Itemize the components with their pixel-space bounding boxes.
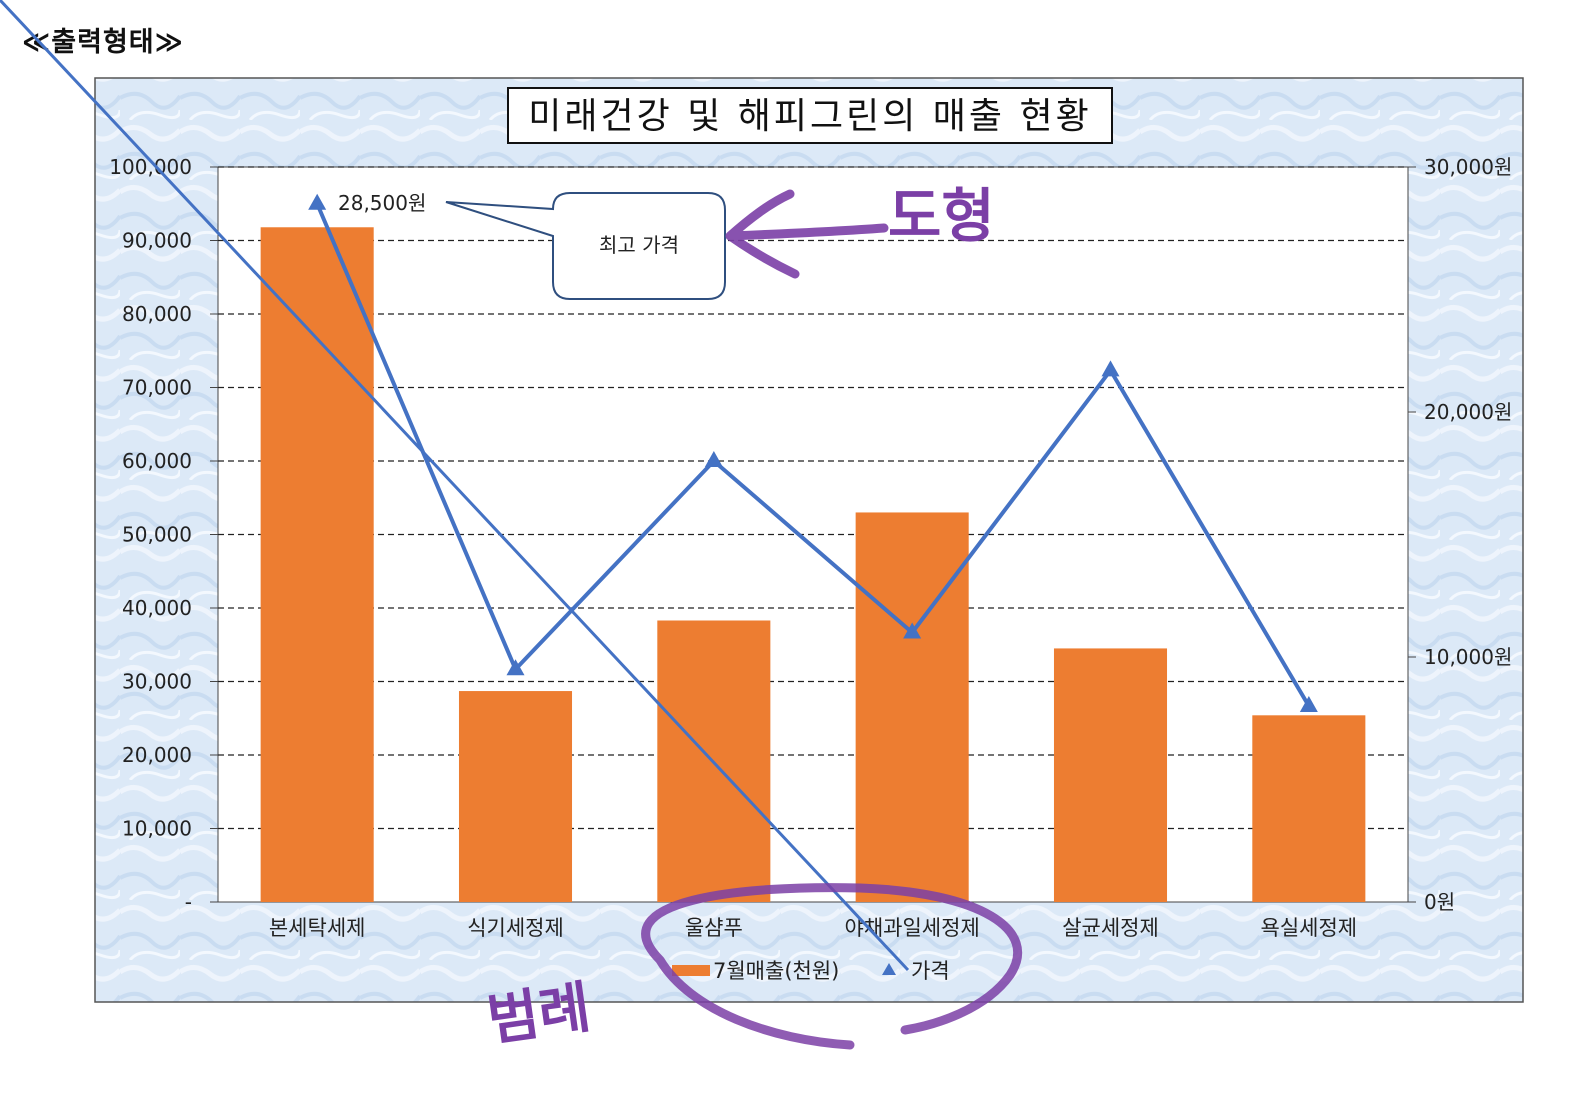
x-axis: 본세탁세제 식기세정제 울샴푸 야채과일세정제 살균세정제 욕실세정제 [269, 916, 1357, 940]
line-series [308, 193, 1318, 712]
left-tick-label: 10,000 [122, 817, 192, 841]
right-tick-label: 20,000원 [1424, 400, 1512, 424]
bar [458, 691, 573, 902]
left-tick-label: 40,000 [122, 596, 192, 620]
right-tick-label: 0원 [1424, 890, 1455, 914]
line-point [903, 622, 922, 639]
bar [855, 512, 969, 902]
right-tick-label: 30,000원 [1424, 155, 1512, 179]
legend-line-label: 가격 [911, 959, 950, 983]
callout-text: 최고 가격 [599, 233, 679, 257]
bar [1053, 648, 1168, 902]
category-label: 살균세정제 [1062, 916, 1159, 940]
legend-line-swatch [0, 0, 910, 972]
left-axis: - 10,000 20,000 30,000 40,000 50,000 60,000 70,… [109, 155, 218, 914]
hand-arrow [725, 189, 889, 279]
bar [1252, 715, 1366, 902]
category-label: 식기세정제 [467, 916, 564, 940]
price-data-label: 28,500원 [338, 191, 426, 215]
left-tick-label: 70,000 [122, 376, 192, 400]
line-point [704, 451, 723, 467]
chart-title-box [507, 87, 1113, 144]
category-label: 욕실세정제 [1261, 916, 1358, 940]
hand-legend-note: 범례 [483, 975, 594, 1054]
price-line [315, 202, 1311, 708]
chart-title: 미래건강 및 해피그린의 매출 현황 [528, 96, 1091, 137]
bar [260, 227, 374, 902]
callout-shape [445, 192, 726, 300]
line-point [1299, 696, 1318, 712]
line-point [506, 659, 525, 676]
category-label: 야채과일세정제 [845, 916, 980, 940]
hand-legend-ellipse [641, 883, 1023, 1050]
hand-shape-note: 도형 [888, 182, 995, 250]
left-tick-label: 20,000 [122, 743, 192, 767]
legend-bar-label: 7월매출(천원) [713, 959, 839, 983]
right-axis: 0원 10,000원 20,000원 30,000원 [1408, 155, 1512, 914]
left-tick-label: 30,000 [122, 670, 192, 694]
left-tick-label: 90,000 [122, 229, 192, 253]
gridlines [218, 166, 1408, 830]
line-point [308, 193, 327, 210]
legend-bar-swatch [672, 965, 710, 976]
left-tick-label: 100,000 [109, 155, 192, 179]
legend-line-marker [882, 963, 896, 975]
handwritten-annotations: 도형 범례 [483, 182, 1023, 1054]
category-label: 울샴푸 [685, 916, 743, 940]
legend: 7월매출(천원) 가격 [0, 0, 950, 983]
right-tick-label: 10,000원 [1424, 645, 1512, 669]
line-point [1101, 360, 1120, 377]
left-tick-label: 80,000 [122, 302, 192, 326]
left-tick-label: - [185, 890, 192, 914]
left-tick-label: 60,000 [122, 449, 192, 473]
category-label: 본세탁세제 [269, 916, 366, 940]
left-tick-label: 50,000 [122, 523, 192, 547]
